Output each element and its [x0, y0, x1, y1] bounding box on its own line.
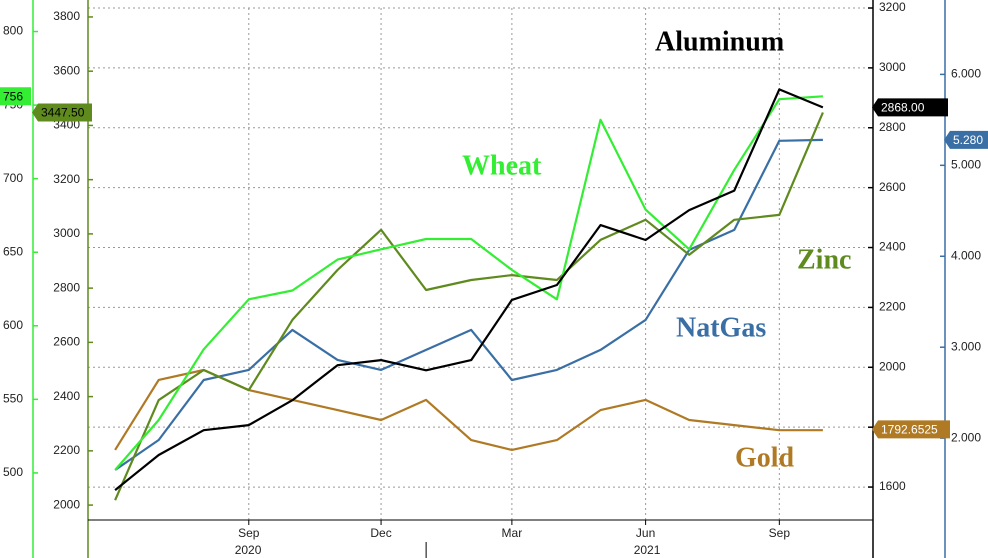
value-tag-label: 1792.6525	[881, 423, 938, 437]
value-tag	[0, 87, 31, 106]
value-tag	[872, 98, 948, 117]
series-name: Aluminum	[655, 26, 784, 57]
x-year-label: 2020	[235, 543, 262, 557]
y-tick-label: 700	[3, 171, 23, 185]
y-tick-label: 500	[3, 465, 23, 479]
series-name: NatGas	[676, 312, 766, 343]
x-tick-label: Sep	[769, 526, 791, 540]
value-tag-label: 756	[3, 89, 23, 103]
y-tick-label: 3600	[53, 63, 80, 77]
x-tick-label: Sep	[238, 526, 260, 540]
y-tick-label: 2000	[879, 359, 906, 373]
y-tick-label: 5.000	[951, 158, 981, 172]
y-tick-label: 2400	[53, 389, 80, 403]
x-year-label: 2021	[634, 543, 661, 557]
series-name: Wheat	[462, 150, 542, 181]
x-tick-label: Mar	[502, 526, 523, 540]
value-tag	[32, 103, 92, 122]
value-tag-label: 3447.50	[41, 106, 85, 120]
series-line	[114, 88, 824, 491]
series-line	[114, 95, 823, 471]
value-tag	[872, 420, 950, 439]
y-tick-label: 4.000	[951, 248, 981, 262]
value-tag-label: 5.280	[953, 133, 983, 147]
y-tick-label: 2.000	[951, 430, 981, 444]
y-tick-label: 2600	[53, 335, 80, 349]
y-tick-label: 2200	[879, 300, 906, 314]
x-tick-label: Dec	[370, 526, 391, 540]
y-tick-label: 800	[3, 24, 23, 38]
x-tick-label: Jun	[636, 526, 655, 540]
y-tick-label: 650	[3, 244, 23, 258]
y-tick-label: 3800	[53, 9, 80, 23]
series-name: Gold	[735, 442, 795, 473]
series-line	[114, 138, 823, 471]
y-tick-label: 600	[3, 318, 23, 332]
series-line	[114, 112, 824, 501]
y-tick-label: 1600	[879, 479, 906, 493]
y-tick-label: 3200	[53, 172, 80, 186]
series-line	[114, 368, 823, 451]
y-tick-label: 2400	[879, 240, 906, 254]
y-tick-label: 3000	[53, 226, 80, 240]
y-tick-label: 3000	[879, 60, 906, 74]
y-tick-label: 2000	[53, 497, 80, 511]
y-tick-label: 2600	[879, 180, 906, 194]
value-tag	[944, 130, 988, 149]
y-tick-label: 2200	[53, 443, 80, 457]
y-tick-label: 6.000	[951, 67, 981, 81]
value-tag-label: 2868.00	[881, 101, 925, 115]
y-tick-label: 3.000	[951, 339, 981, 353]
series-name: Zinc	[797, 244, 851, 275]
y-tick-label: 2800	[879, 120, 906, 134]
y-tick-label: 3200	[879, 0, 906, 14]
y-tick-label: 550	[3, 392, 23, 406]
y-tick-label: 2800	[53, 280, 80, 294]
